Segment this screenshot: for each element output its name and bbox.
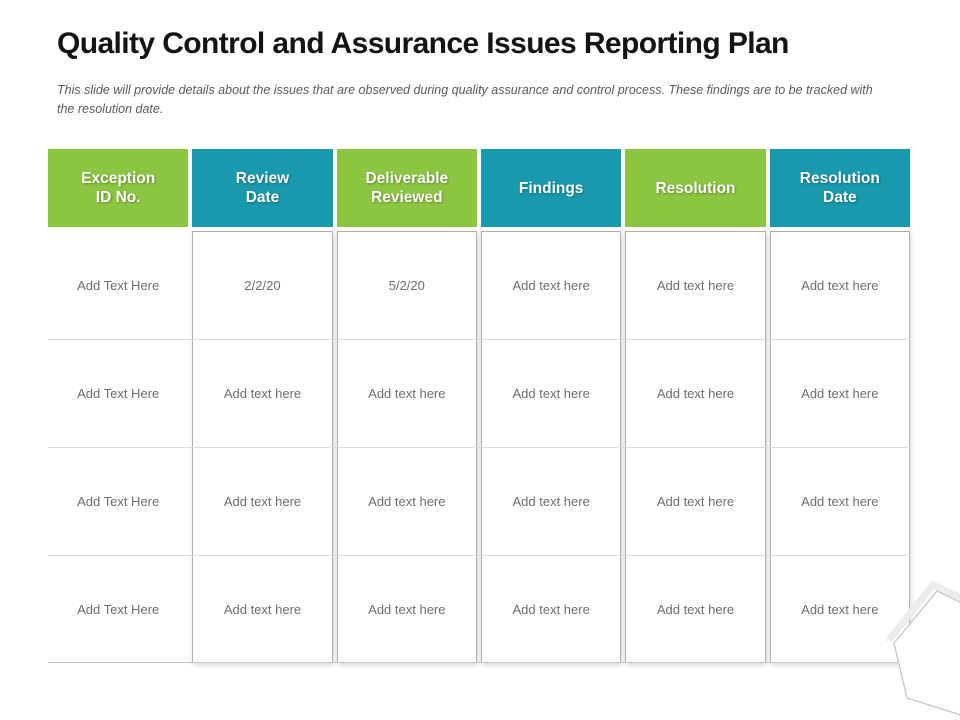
table-cell[interactable]: Add Text Here xyxy=(77,493,160,509)
table-cell[interactable]: Add text here xyxy=(368,601,446,617)
row-divider xyxy=(48,447,910,448)
table-cell[interactable]: 2/2/20 xyxy=(244,278,281,294)
row-divider xyxy=(48,555,910,556)
page-title: Quality Control and Assurance Issues Rep… xyxy=(57,27,789,60)
table-cell[interactable]: Add text here xyxy=(656,601,735,617)
slide-subtitle: This slide will provide details about th… xyxy=(57,83,873,116)
table-cell[interactable]: Add text here xyxy=(656,493,735,509)
table-cell[interactable]: Add Text Here xyxy=(77,601,160,617)
table-cell[interactable]: Add text here xyxy=(801,493,879,509)
row-divider xyxy=(48,339,910,340)
table-cell[interactable]: Add text here xyxy=(223,493,302,509)
table-cell[interactable]: Add text here xyxy=(368,493,446,509)
header-cell-review-date: Review Date xyxy=(192,149,333,227)
table-cell[interactable]: Add text here xyxy=(223,386,302,402)
table-cell[interactable]: Add text here xyxy=(512,493,590,509)
table-cell[interactable]: Add text here xyxy=(656,386,735,402)
table-cell[interactable]: 5/2/20 xyxy=(388,278,425,294)
table-cell[interactable]: Add text here xyxy=(368,386,446,402)
issues-reporting-table: Exception ID No. Review Date Deliverable… xyxy=(48,149,910,663)
table-header-row: Exception ID No. Review Date Deliverable… xyxy=(48,149,910,227)
header-cell-resolution-date: Resolution Date xyxy=(769,149,910,227)
table-cell[interactable]: Add text here xyxy=(656,278,735,294)
table-cell[interactable]: Add text here xyxy=(223,601,302,617)
header-cell-exception-id: Exception ID No. xyxy=(48,149,189,227)
table-cell[interactable]: Add Text Here xyxy=(77,385,160,401)
table-cell[interactable]: Add Text Here xyxy=(77,277,160,293)
table-cell[interactable]: Add text here xyxy=(801,278,879,294)
table-cell[interactable]: Add text here xyxy=(512,601,590,617)
header-cell-resolution: Resolution xyxy=(625,149,766,227)
table-cell[interactable]: Add text here xyxy=(801,386,879,402)
header-cell-findings: Findings xyxy=(480,149,622,227)
table-cell[interactable]: Add text here xyxy=(512,278,590,294)
table-bottom-border xyxy=(48,662,910,663)
table-cell[interactable]: Add text here xyxy=(801,601,879,617)
header-cell-deliverable-reviewed: Deliverable Reviewed xyxy=(336,149,477,227)
table-cell[interactable]: Add text here xyxy=(512,386,590,402)
